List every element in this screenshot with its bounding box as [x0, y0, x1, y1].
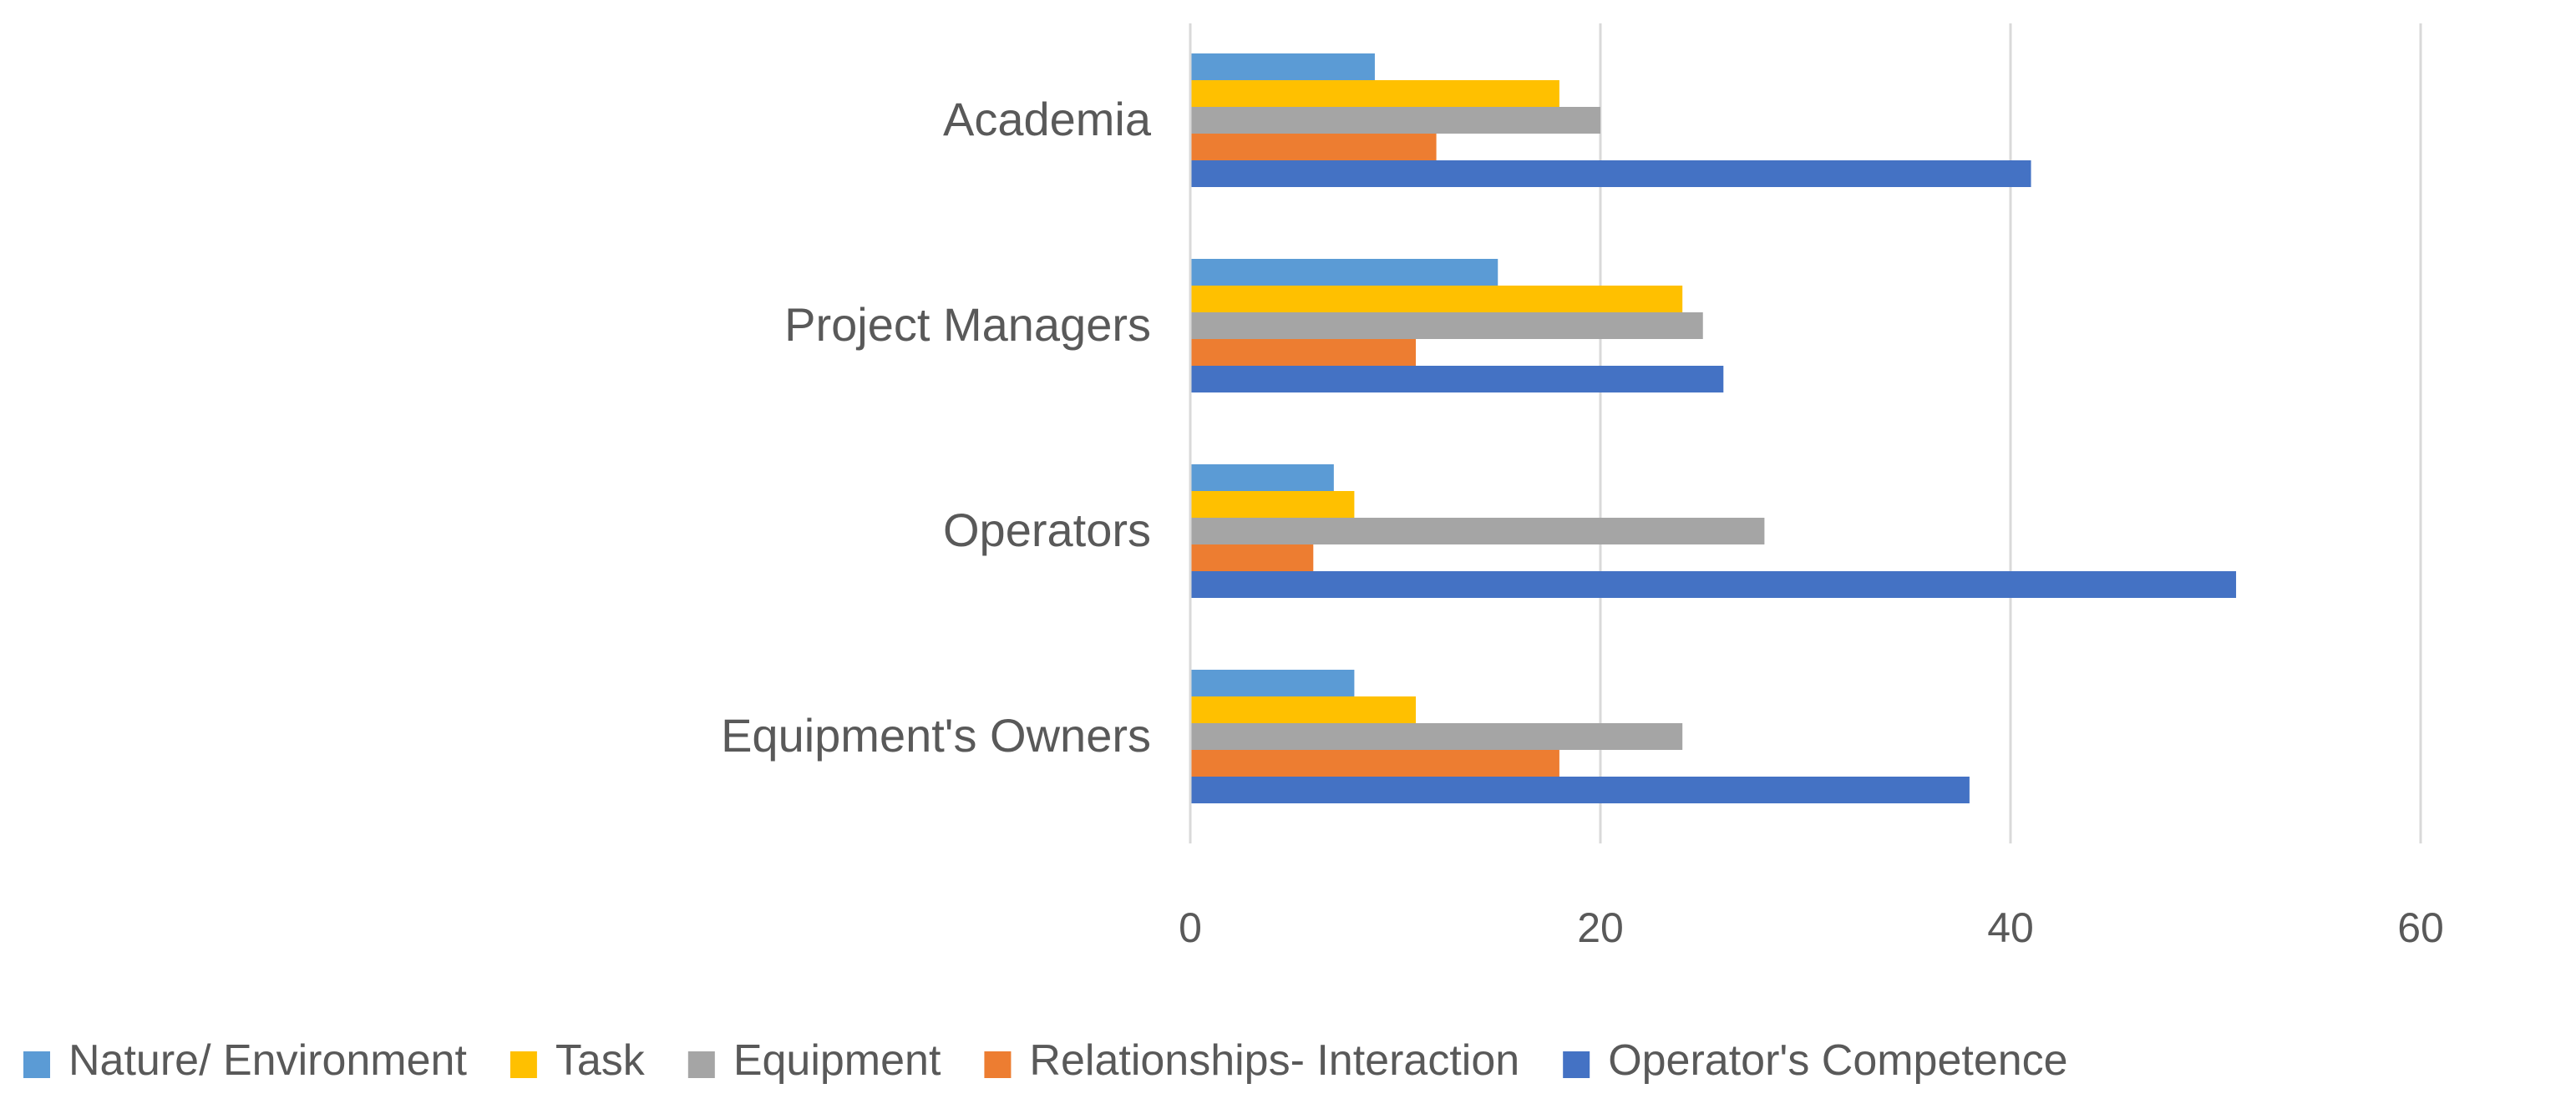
- legend-label: Relationships- Interaction: [1029, 1036, 1519, 1085]
- bar-equipment-s-owners-task: [1190, 696, 1417, 723]
- gridlines: [1599, 23, 2422, 843]
- category-label: Project Managers: [784, 298, 1151, 351]
- bar-operators-nature-environment: [1190, 464, 1334, 491]
- legend-swatch: [23, 1051, 50, 1078]
- x-tick-label: 60: [2397, 904, 2444, 951]
- legend-swatch: [510, 1051, 537, 1078]
- bar-academia-nature-environment: [1190, 53, 1375, 80]
- bar-academia-task: [1190, 80, 1559, 107]
- bar-equipment-s-owners-operator-s-competence: [1190, 777, 1970, 803]
- bar-academia-equipment: [1190, 107, 1600, 134]
- bars: [1190, 53, 2237, 803]
- legend-label: Operator's Competence: [1608, 1036, 2067, 1085]
- bar-equipment-s-owners-relationships-interaction: [1190, 750, 1559, 777]
- legend-label: Nature/ Environment: [68, 1036, 467, 1085]
- legend-label: Equipment: [733, 1036, 941, 1085]
- category-label: Equipment's Owners: [721, 709, 1151, 762]
- legend-label: Task: [555, 1036, 646, 1085]
- legend-swatch: [687, 1051, 715, 1078]
- bar-project-managers-task: [1190, 286, 1683, 312]
- category-label: Operators: [943, 504, 1151, 556]
- bar-equipment-s-owners-nature-environment: [1190, 670, 1355, 696]
- bar-operators-equipment: [1190, 518, 1765, 544]
- legend-swatch: [984, 1051, 1012, 1078]
- bar-operators-task: [1190, 491, 1355, 518]
- x-tick-label: 40: [1987, 904, 2034, 951]
- x-tick-label: 20: [1577, 904, 1624, 951]
- bar-academia-operator-s-competence: [1190, 160, 2031, 187]
- bar-operators-operator-s-competence: [1190, 571, 2237, 598]
- bar-academia-relationships-interaction: [1190, 134, 1437, 160]
- legend-swatch: [1563, 1051, 1590, 1078]
- bar-project-managers-equipment: [1190, 312, 1703, 339]
- bar-project-managers-relationships-interaction: [1190, 339, 1417, 366]
- legend: Nature/ Environment Task Equipment Relation…: [23, 1036, 2068, 1085]
- bar-equipment-s-owners-equipment: [1190, 723, 1683, 750]
- category-label: Academia: [943, 93, 1152, 145]
- bar-project-managers-operator-s-competence: [1190, 366, 1724, 392]
- bar-project-managers-nature-environment: [1190, 259, 1498, 286]
- tick-labels: 0 20 40 60: [1179, 904, 2444, 951]
- category-labels: Academia Project Managers Operators Equipme…: [721, 93, 1152, 762]
- x-tick-label: 0: [1179, 904, 1202, 951]
- bar-operators-relationships-interaction: [1190, 544, 1314, 571]
